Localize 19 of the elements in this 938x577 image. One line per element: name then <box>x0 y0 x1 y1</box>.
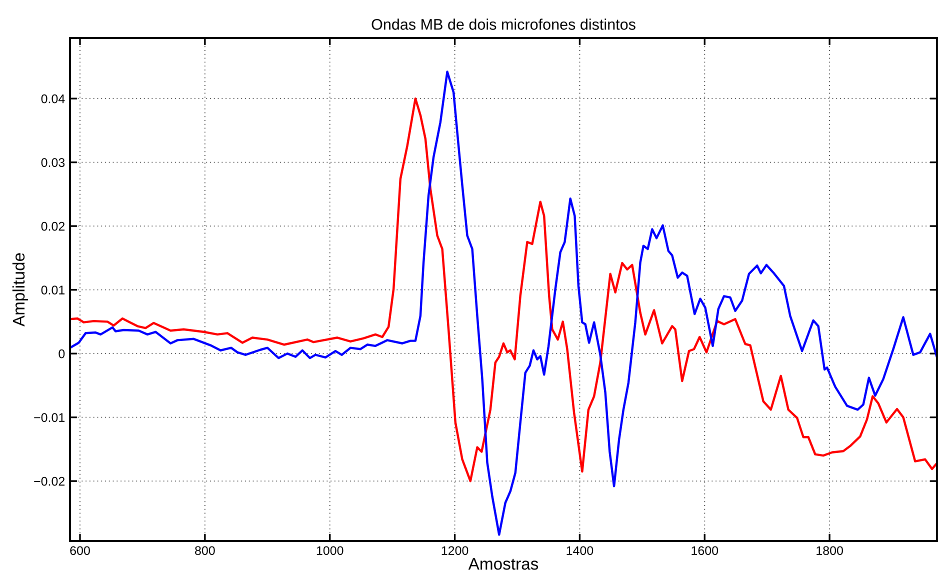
line-series <box>70 97 937 482</box>
x-axis-title: Amostras <box>468 558 538 570</box>
line-series <box>70 70 937 536</box>
y-tick-label: 0 <box>58 349 65 358</box>
y-axis-title: Amplitude <box>12 253 28 327</box>
y-tick-label: 0.04 <box>41 94 65 104</box>
y-tick-label: 0.03 <box>41 158 65 167</box>
x-tick-label: 1600 <box>692 546 718 556</box>
y-tick-label: −0.02 <box>34 476 65 486</box>
x-tick-label: 1200 <box>442 546 468 556</box>
y-tick-label: 0.01 <box>41 286 65 294</box>
y-tick-label: −0.01 <box>34 413 65 422</box>
x-tick-label: 800 <box>195 546 215 556</box>
x-tick-label: 1000 <box>316 546 344 556</box>
x-tick-label: 1400 <box>566 546 594 556</box>
x-tick-label: 600 <box>70 546 90 556</box>
y-tick-label: 0.02 <box>41 222 65 231</box>
x-tick-label: 1800 <box>816 546 843 556</box>
chart-title: Ondas MB de dois microfones distintos <box>372 18 636 30</box>
